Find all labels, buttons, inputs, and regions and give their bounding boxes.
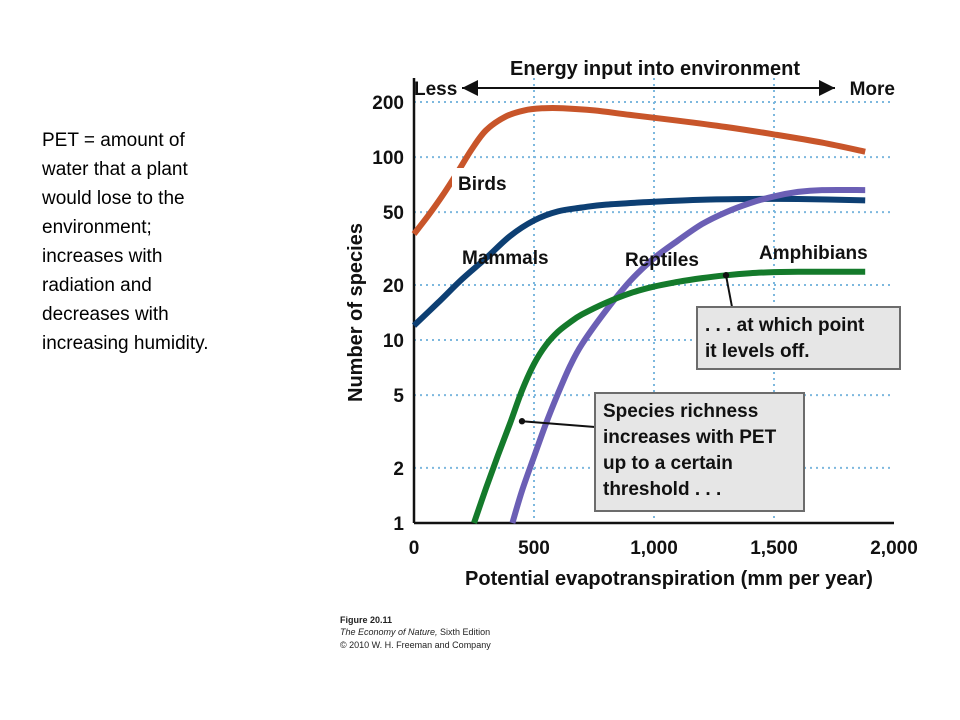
series-label-mammals: Mammals [462,248,549,269]
description-line: environment; [42,217,152,238]
y-tick-label: 2 [393,459,404,480]
energy-less-label: Less [414,79,457,100]
callout-text-line: increases with PET [603,427,777,448]
description-line: decreases with [42,304,169,325]
y-tick-label: 20 [383,276,404,297]
figure-book-line: The Economy of Nature, Sixth Edition [340,627,490,638]
description-line: radiation and [42,275,152,296]
energy-more-label: More [850,79,895,100]
callout-box [696,306,901,370]
x-tick-label: 1,500 [750,538,798,559]
callout-text-line: up to a certain [603,453,733,474]
x-axis-title: Potential evapotranspiration (mm per yea… [465,568,873,590]
book-edition: Sixth Edition [437,627,491,637]
series-label-backing [452,168,520,198]
description-line: would lose to the [42,188,185,209]
x-tick-label: 0 [409,538,420,559]
x-tick-label: 2,000 [870,538,918,559]
series-label-amphibians: Amphibians [759,243,868,264]
y-tick-label: 5 [393,386,404,407]
chart-title: Energy input into environment [510,58,800,80]
callout-text-line: threshold . . . [603,479,721,500]
x-tick-label: 1,000 [630,538,678,559]
y-tick-label: 1 [393,514,404,535]
description-line: water that a plant [42,159,188,180]
description-line: increases with [42,246,163,267]
y-tick-label: 50 [383,203,404,224]
description-line: PET = amount of [42,130,185,151]
book-title: The Economy of Nature, [340,627,438,637]
series-line-reptiles [509,186,866,524]
callout-leader [521,420,596,428]
pet-definition-text: PET = amount of water that a plant would… [42,126,272,358]
callout-text-line: it levels off. [705,341,810,362]
y-tick-label: 100 [372,148,404,169]
y-tick-label: 10 [383,331,404,352]
series-line-mammals [411,195,866,328]
series-line-amphibians [471,268,866,524]
callout-anchor-dot [722,272,730,279]
y-tick-label: 200 [372,93,404,114]
series-label-reptiles: Reptiles [625,250,699,271]
x-tick-label: 500 [518,538,550,559]
series-label-birds: Birds [458,174,507,195]
callout-text-line: . . . at which point [705,315,865,336]
callout-box [594,392,805,512]
y-axis-title: Number of species [345,223,367,402]
callout-anchor-dot [518,418,526,425]
callout-leader [725,275,733,308]
figure-copyright: © 2010 W. H. Freeman and Company [340,640,491,650]
callout-text-line: Species richness [603,401,758,422]
figure-number: Figure 20.11 [340,615,393,625]
description-line: increasing humidity. [42,333,209,354]
